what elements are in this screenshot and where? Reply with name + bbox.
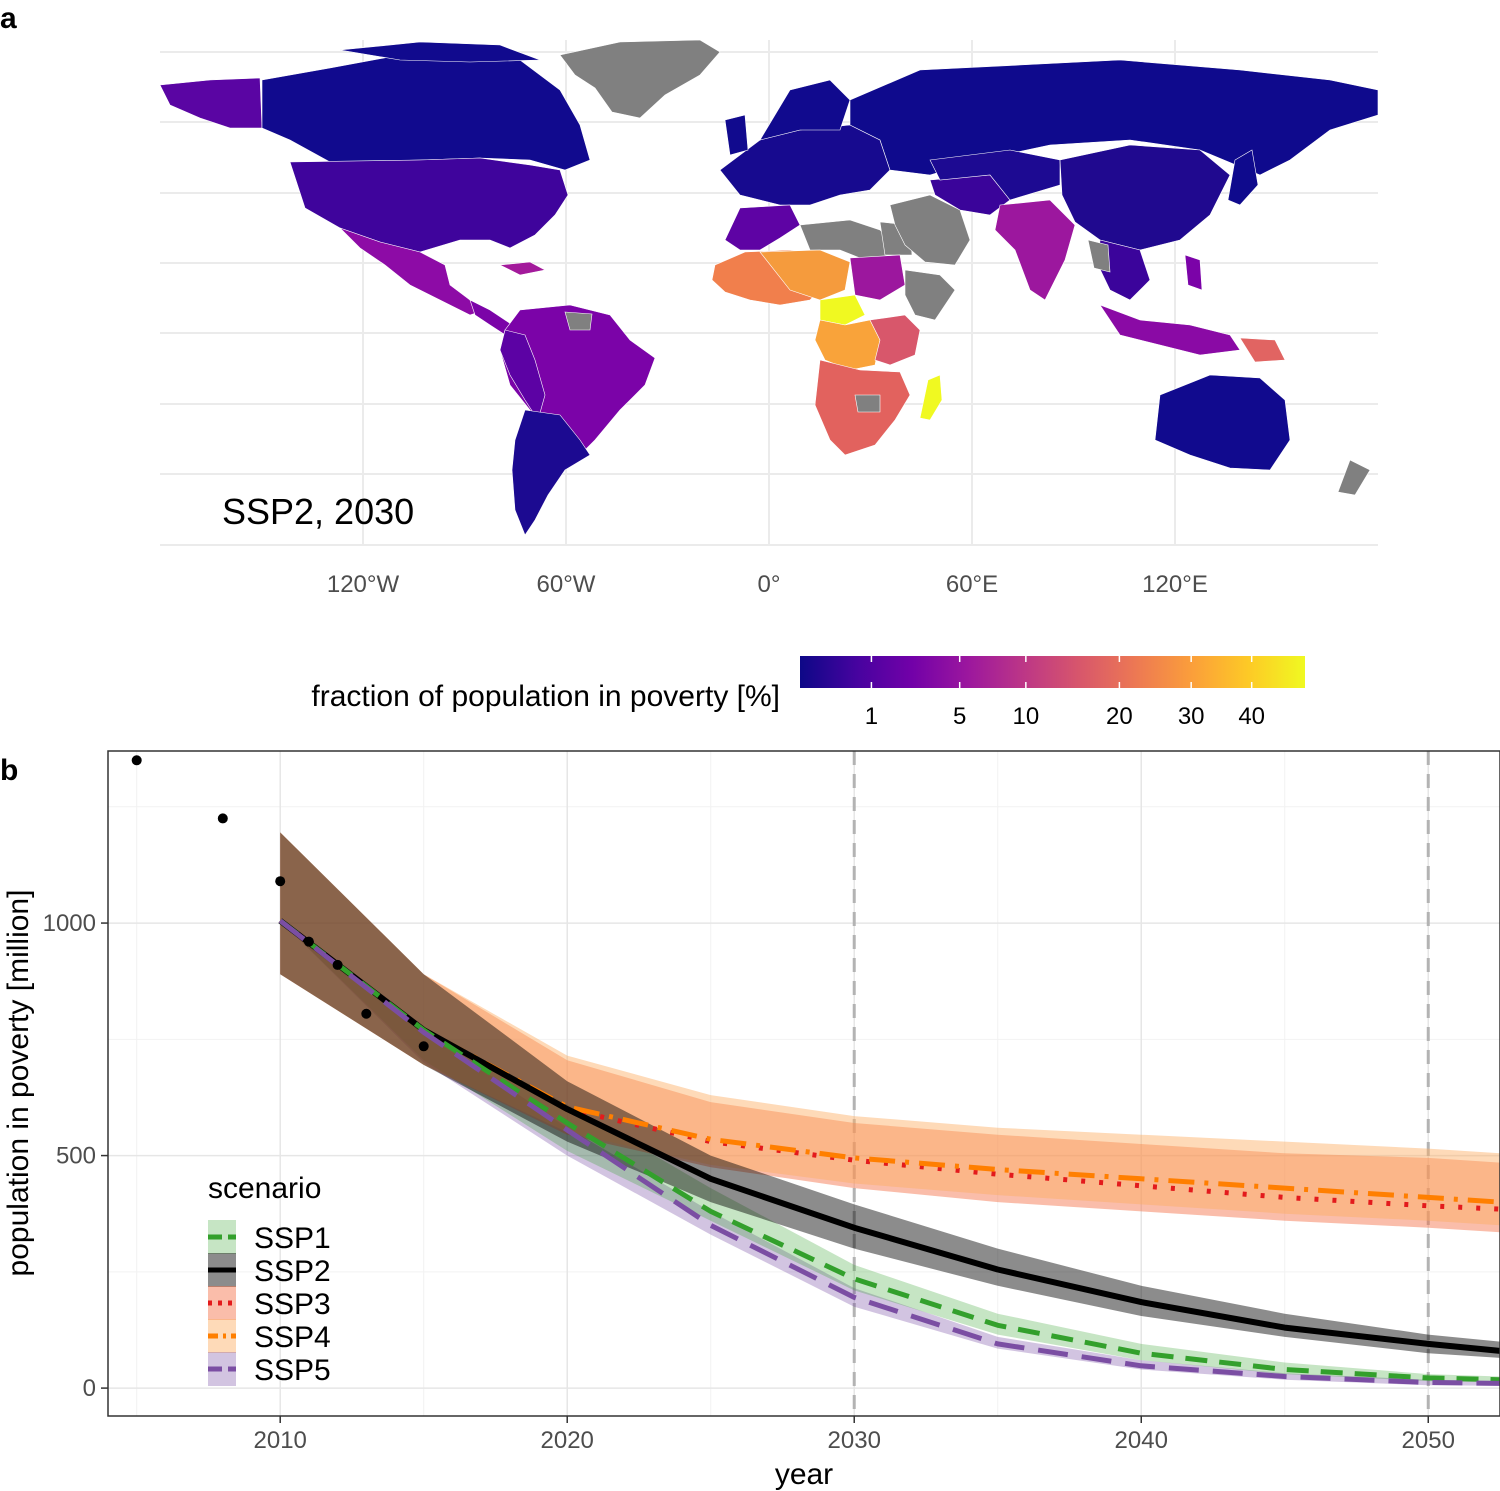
map-alaska [159,77,263,129]
x-tick-label: 2010 [254,1427,307,1454]
y-tick-label: 500 [56,1143,96,1170]
map-guiana [564,311,593,331]
map-caribbean [498,261,546,276]
lon-label: 60°E [946,571,998,598]
map-philippines [1184,254,1203,291]
line-chart: 2010 2020 2030 2040 2050 0 500 1000 year popul… [2,750,1500,1491]
lon-axis: 120°W 60°W 0° 60°E 120°E [327,571,1208,598]
x-axis: 2010 2020 2030 2040 2050 [254,1416,1455,1454]
map-sudan [849,254,906,301]
map-japan [1227,149,1259,206]
legend-title: scenario [208,1172,321,1205]
lon-label: 120°E [1142,571,1208,598]
map-greenland [559,39,721,119]
reference-lines [852,751,1430,1416]
map-central-africa-bright [819,294,866,326]
observed-point [303,936,314,947]
y-axis-title: population in poverty [million] [2,890,35,1277]
line-ssp2 [278,918,1500,1354]
map-panel: 120°W 60°W 0° 60°E 120°E SSP2, 2030 frac… [159,39,1379,730]
map-sahel [759,249,851,301]
observed-point [418,1041,429,1052]
colorbar-gradient [800,656,1305,688]
map-middle-east [889,194,971,266]
colorbar-title: fraction of population in poverty [%] [311,680,780,713]
observed-point [131,755,142,766]
map-east-africa [869,314,921,366]
legend-label: SSP5 [254,1354,331,1387]
map-australia [1154,374,1291,471]
map-png [1239,337,1286,363]
colorbar-tick-label: 30 [1178,703,1205,730]
legend-label: SSP1 [254,1222,331,1255]
series-lines [278,918,1500,1386]
map-botswana-nodata [854,394,881,413]
line-ssp5 [278,918,1500,1386]
colorbar-tick-label: 5 [953,703,966,730]
lon-label: 120°W [327,571,400,598]
legend-label: SSP3 [254,1288,331,1321]
map-china [1059,144,1231,251]
map-madagascar [919,374,943,421]
colorbar-tick-label: 20 [1106,703,1133,730]
line-ssp1 [278,918,1500,1383]
band-ssp4 [280,832,1500,1226]
map-uk [724,114,749,156]
y-axis: 0 500 1000 [43,910,108,1402]
map-horn [904,269,956,321]
map-indonesia [1099,304,1241,356]
observed-point [361,1008,372,1019]
map-south-asia [994,199,1076,301]
observed-points [131,755,429,1052]
band-ssp2 [280,832,1500,1358]
x-axis-title: year [775,1458,833,1491]
plot-area [108,751,1500,1416]
x-tick-label: 2020 [541,1427,594,1454]
map-congo [814,319,881,371]
panel-b-letter: b [0,754,18,787]
x-tick-label: 2040 [1115,1427,1168,1454]
map-myanmar-nodata [1087,239,1111,273]
y-tick-label: 1000 [43,910,96,937]
colorbar-tick-label: 1 [865,703,878,730]
band-ssp3 [280,832,1500,1233]
map-russia [849,59,1379,176]
x-tick-label: 2050 [1402,1427,1455,1454]
map-canada [261,49,591,171]
colorbar-tick-label: 10 [1012,703,1039,730]
map-central-asia [929,149,1061,201]
map-new-zealand [1337,459,1371,496]
colorbar-tick-label: 40 [1238,703,1265,730]
map-southern-cone [511,409,591,536]
y-tick-label: 0 [83,1375,96,1402]
legend-label: SSP4 [254,1321,331,1354]
lon-label: 60°W [537,571,596,598]
map-annotation: SSP2, 2030 [222,491,414,532]
plot-border [107,750,1500,1417]
observed-point [217,813,228,824]
observed-point [332,959,343,970]
map-north-africa-west [724,204,801,251]
colorbar: fraction of population in poverty [%] 1 5… [311,656,1305,730]
map-usa [289,157,569,253]
lon-label: 0° [758,571,781,598]
x-tick-label: 2030 [828,1427,881,1454]
legend-label: SSP2 [254,1255,331,1288]
observed-point [275,876,286,887]
map-arctic-islands [339,41,541,63]
panel-a-letter: a [0,2,17,35]
